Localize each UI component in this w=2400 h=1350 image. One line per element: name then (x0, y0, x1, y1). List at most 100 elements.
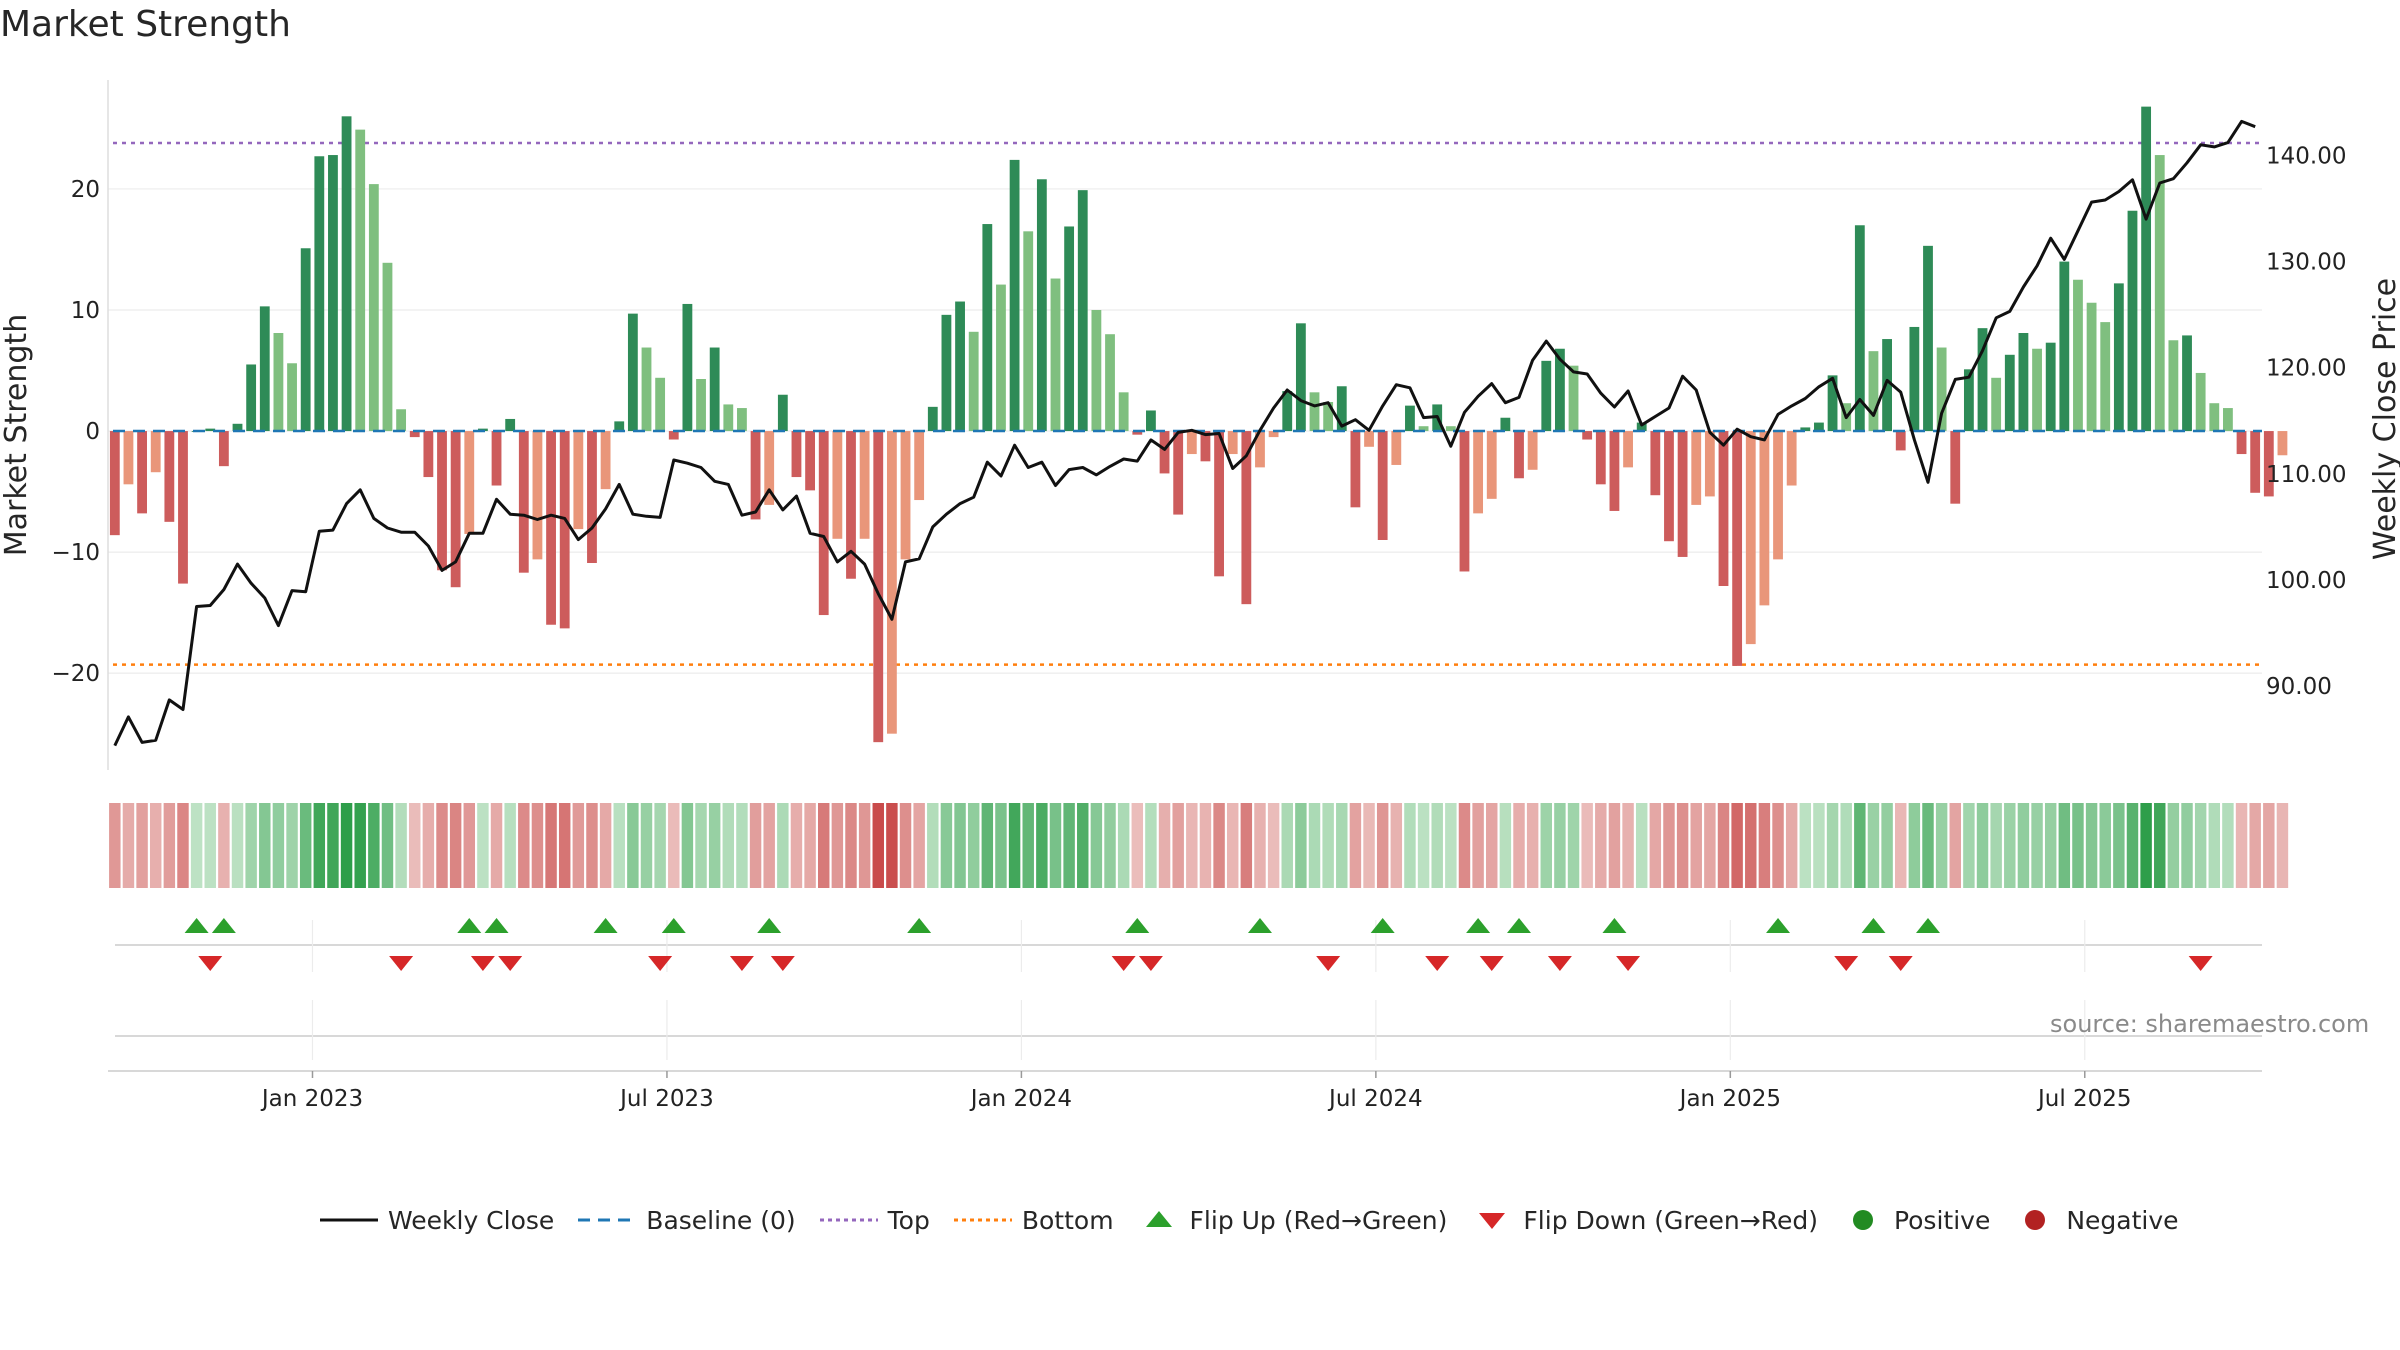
legend-bottom: Bottom (952, 1206, 1114, 1235)
strength-bar (941, 314, 952, 432)
regime-cell (2222, 803, 2234, 888)
strength-bar (437, 431, 447, 571)
strength-bar (750, 431, 761, 520)
strength-bar (955, 301, 965, 432)
strength-bar (1936, 347, 1947, 432)
regime-cell (1840, 803, 1852, 888)
regime-cell (422, 803, 435, 888)
strength-bar (559, 431, 570, 629)
strength-bar (832, 431, 843, 539)
flip-up-marker (1466, 918, 1491, 933)
regime-cell (1431, 803, 1443, 888)
strength-bar (1364, 431, 1374, 447)
strength-bar (246, 364, 257, 432)
strength-bar (491, 431, 502, 486)
legend-flip-up: Flip Up (Red→Green) (1136, 1206, 1447, 1235)
strength-bar (464, 431, 475, 534)
regime-cell (1022, 803, 1034, 888)
strength-bar (2263, 431, 2274, 497)
regime-cell (299, 803, 312, 888)
strength-bar (1609, 431, 1620, 511)
flip-up-marker (907, 918, 932, 933)
regime-cell (109, 803, 121, 888)
strength-bar (805, 431, 816, 491)
strength-bar (2277, 431, 2288, 456)
regime-cell (899, 803, 912, 888)
regime-cell (981, 803, 994, 888)
strength-bar (2100, 322, 2111, 432)
flip-down-marker (648, 956, 673, 971)
legend-bottom-label: Bottom (1021, 1205, 1114, 1235)
y-tick-label: −10 (51, 540, 100, 566)
regime-cell (777, 803, 789, 888)
regime-cell (1635, 803, 1648, 888)
regime-cell (1976, 803, 1989, 888)
regime-cell (2167, 803, 2180, 888)
y2-axis-title: Weekly Close Price (2368, 278, 2400, 560)
regime-cell (2235, 803, 2248, 888)
strength-bar (518, 431, 529, 573)
regime-cell (1922, 803, 1934, 888)
strength-bar (573, 431, 584, 530)
flip-down-marker (770, 956, 795, 971)
regime-cell (599, 803, 612, 888)
strength-bar (1336, 386, 1347, 432)
strength-bar (1445, 426, 1456, 432)
regime-cell (1963, 803, 1975, 888)
flip-down-marker (2188, 956, 2213, 971)
regime-cell (1854, 803, 1866, 888)
regime-cell (1308, 803, 1321, 888)
strength-bar (396, 409, 407, 432)
y-tick-label: −20 (51, 661, 100, 687)
regime-cell (1240, 803, 1253, 888)
regime-cell (231, 803, 244, 888)
regime-cell (872, 803, 884, 888)
regime-cell (2249, 803, 2261, 888)
strength-bar (1009, 159, 1020, 432)
legend-negative-label: Negative (2066, 1205, 2179, 1235)
legend-positive: Positive (1840, 1206, 1990, 1235)
strength-bar (1595, 431, 1606, 485)
strength-bar (1377, 431, 1388, 540)
strength-bar (1827, 375, 1838, 432)
legend-positive-label: Positive (1893, 1205, 1991, 1235)
flip-up-marker (1370, 918, 1395, 933)
regime-cell (858, 803, 871, 888)
flip-up-marker (757, 918, 782, 933)
x-tick-label: Jan 2023 (260, 1086, 363, 1112)
strength-bar (1023, 231, 1034, 432)
strength-bar (1677, 431, 1688, 557)
strength-bar (1718, 431, 1729, 586)
regime-cell (1867, 803, 1880, 888)
regime-cell (913, 803, 925, 888)
regime-cell (545, 803, 557, 888)
regime-cell (286, 803, 298, 888)
strength-bar (300, 248, 311, 432)
regime-cell (668, 803, 680, 888)
strength-bar (355, 129, 366, 432)
y2-tick-label: 130.00 (2266, 249, 2346, 275)
axes: −20 −10 0 10 20 90.00 100.00 110.00 120.00 130.00… (0, 80, 2400, 770)
strength-bar (1486, 431, 1497, 499)
regime-cell (1663, 803, 1675, 888)
regime-cell (1063, 803, 1075, 888)
strength-bar (1541, 360, 1552, 432)
strength-bar (150, 431, 161, 473)
regime-cell (1745, 803, 1757, 888)
regime-cell (736, 803, 748, 888)
regime-cell (368, 803, 380, 888)
source-label: source: sharemaestro.com (2050, 1010, 2370, 1038)
regime-cell (967, 803, 980, 888)
strength-bar (818, 431, 829, 616)
strength-bars (109, 106, 2288, 743)
strength-bar (1418, 426, 1429, 432)
strength-bar (205, 428, 216, 432)
regime-cell (190, 803, 203, 888)
flip-up-marker (1507, 918, 1532, 933)
flip-up-marker (593, 918, 618, 933)
regime-cell (1554, 803, 1566, 888)
strength-bar (982, 224, 993, 432)
strength-bar (2032, 348, 2042, 432)
regime-cell (954, 803, 966, 888)
strength-bar (2004, 354, 2015, 432)
